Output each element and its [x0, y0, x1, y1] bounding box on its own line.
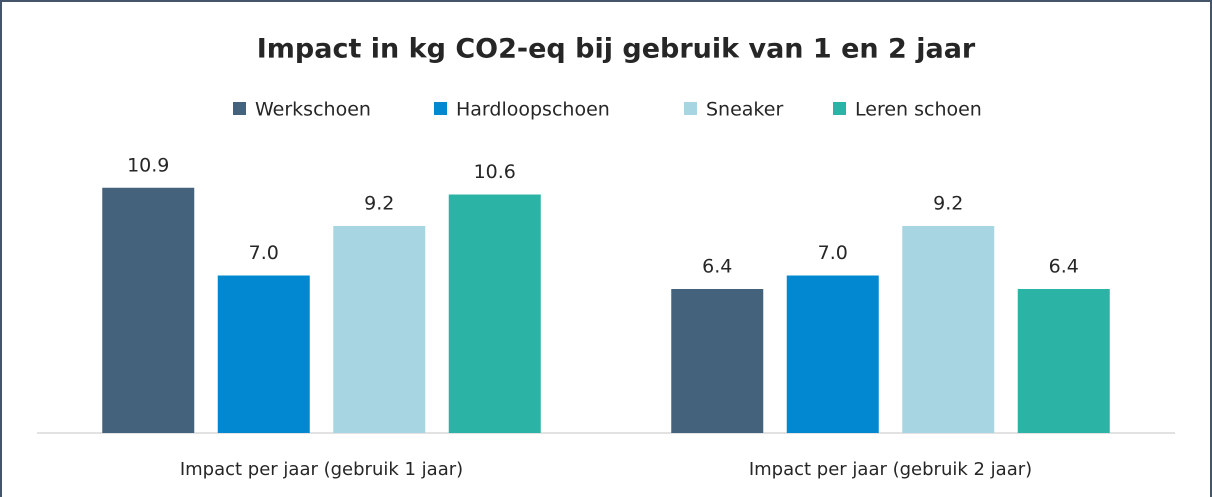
legend-label: Hardloopschoen	[456, 99, 610, 121]
bar	[1017, 289, 1110, 433]
legend-label: Leren schoen	[855, 99, 982, 121]
legend-swatch	[233, 102, 246, 115]
bar	[448, 194, 541, 433]
bar	[102, 187, 195, 433]
bar	[217, 275, 310, 433]
legend-swatch	[434, 102, 447, 115]
legend-swatch	[684, 102, 697, 115]
value-label: 10.9	[127, 154, 169, 176]
legend-label: Sneaker	[706, 99, 783, 121]
legend-label: Werkschoen	[255, 99, 371, 121]
value-label: 7.0	[249, 242, 279, 264]
value-label: 9.2	[364, 193, 394, 215]
chart-title: Impact in kg CO2-eq bij gebruik van 1 en…	[257, 34, 976, 65]
value-label: 6.4	[702, 256, 732, 278]
x-tick-label: Impact per jaar (gebruik 1 jaar)	[180, 459, 463, 480]
value-label: 10.6	[474, 161, 516, 183]
bar	[671, 289, 764, 433]
bar	[902, 226, 995, 433]
bar	[786, 275, 879, 433]
value-label: 6.4	[1049, 256, 1079, 278]
bar	[333, 226, 426, 433]
legend-swatch	[833, 102, 846, 115]
x-tick-label: Impact per jaar (gebruik 2 jaar)	[749, 459, 1032, 480]
value-label: 7.0	[818, 242, 848, 264]
value-label: 9.2	[933, 193, 963, 215]
